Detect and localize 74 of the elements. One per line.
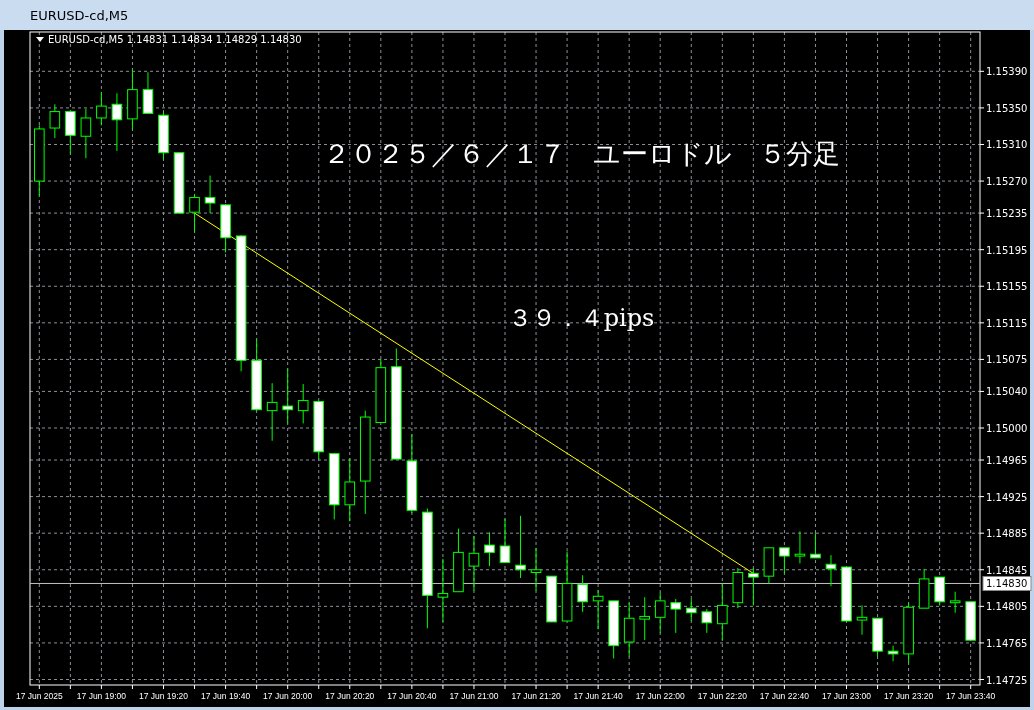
y-tick-label: 1.15115 — [986, 317, 1028, 329]
candlestick — [887, 645, 899, 662]
chart-title: EURUSD-cd,M5 — [30, 8, 129, 23]
candlestick — [437, 558, 449, 623]
candlestick — [515, 515, 526, 579]
candlestick — [810, 532, 821, 559]
x-tick-label: 17 Jun 23:20 — [884, 691, 934, 701]
annotation: ２０２５／６／１７ ユーロドル ５分足 — [322, 137, 840, 169]
x-tick-label: 17 Jun 19:40 — [201, 691, 251, 701]
y-tick-label: 1.15390 — [986, 66, 1028, 78]
candlestick — [111, 92, 123, 152]
candlestick — [825, 554, 837, 587]
candlestick — [468, 535, 480, 592]
y-tick-label: 1.15075 — [986, 354, 1028, 366]
y-tick-label: 1.14805 — [986, 601, 1028, 613]
candlestick — [344, 457, 356, 522]
candlestick — [748, 567, 759, 606]
x-tick-label: 17 Jun 22:40 — [759, 691, 810, 701]
y-tick-label: 1.14885 — [986, 528, 1028, 540]
candlestick — [717, 582, 728, 641]
y-tick-label: 1.15040 — [986, 386, 1028, 398]
x-tick-label: 17 Jun 21:00 — [449, 691, 499, 701]
candlestick — [499, 518, 511, 563]
x-tick-label: 17 Jun 20:40 — [387, 691, 437, 701]
candlestick — [685, 598, 697, 622]
candlestick — [297, 383, 309, 424]
y-tick-label: 1.14765 — [986, 637, 1028, 649]
x-tick-label: 17 Jun 21:40 — [573, 691, 623, 701]
y-tick-label: 1.15195 — [986, 244, 1028, 256]
candlestick — [623, 602, 635, 658]
y-tick-label: 1.14925 — [986, 491, 1028, 503]
x-tick-label: 17 Jun 19:00 — [76, 691, 127, 701]
candlestick — [204, 175, 216, 214]
x-tick-label: 17 Jun 22:00 — [635, 691, 686, 701]
x-tick-label: 17 Jun 20:00 — [263, 691, 313, 701]
y-tick-label: 1.14965 — [986, 455, 1028, 467]
candlestick — [189, 193, 200, 233]
candlestick — [779, 547, 790, 574]
candlestick — [654, 592, 666, 634]
x-tick-label: 17 Jun 23:40 — [946, 691, 996, 701]
y-tick-label: 1.15350 — [986, 102, 1028, 114]
x-tick-label: 17 Jun 2025 — [15, 691, 63, 701]
candlestick — [530, 547, 542, 592]
candlestick — [49, 103, 61, 139]
candlestick — [65, 111, 76, 155]
x-tick-label: 17 Jun 22:20 — [697, 691, 748, 701]
candlestick — [484, 531, 495, 567]
x-tick-label: 17 Jun 19:20 — [138, 691, 189, 701]
y-tick-label: 1.15270 — [986, 176, 1028, 188]
candlestick — [949, 591, 961, 614]
candlestick — [670, 598, 682, 634]
x-tick-label: 17 Jun 20:20 — [325, 691, 375, 701]
candlestick — [282, 368, 293, 424]
x-tick-label: 17 Jun 21:20 — [511, 691, 561, 701]
y-tick-label: 1.15155 — [986, 281, 1028, 293]
candlestick — [142, 71, 154, 114]
candlestick — [266, 382, 278, 442]
candlestick — [577, 574, 588, 613]
chart-subtitle: EURUSD-cd,M5 1.14831 1.14834 1.14829 1.14830 — [48, 34, 302, 45]
x-tick-label: 17 Jun 23:00 — [821, 691, 872, 701]
y-tick-label: 1.15235 — [986, 208, 1028, 220]
y-tick-label: 1.14845 — [986, 564, 1028, 576]
candlestick — [639, 596, 651, 641]
candlestick — [856, 604, 868, 636]
candlestick — [96, 91, 107, 126]
annotation: ３９．４pips — [507, 303, 655, 332]
candlestick — [701, 608, 713, 634]
candlestick — [592, 589, 604, 630]
y-tick-label: 1.15000 — [986, 423, 1028, 435]
y-tick-label: 1.15310 — [986, 139, 1028, 151]
y-tick-label: 1.14725 — [986, 674, 1028, 686]
candlestick — [80, 108, 92, 159]
candlestick — [794, 530, 806, 564]
ref-line-label: 1.14830 — [986, 578, 1028, 590]
